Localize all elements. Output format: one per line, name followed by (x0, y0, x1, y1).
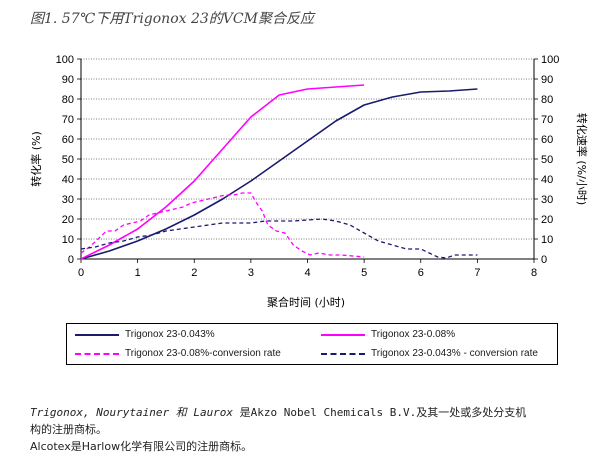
legend-swatch (75, 352, 119, 355)
y-tick-label: 40 (62, 174, 74, 186)
y-tick-label-right: 90 (541, 74, 553, 86)
x-tick-label: 8 (531, 267, 537, 279)
y-tick-label: 50 (62, 154, 74, 166)
y-tick-label-right: 30 (541, 194, 553, 206)
legend-swatch (321, 352, 365, 355)
series-line-3 (80, 218, 478, 259)
x-axis-label: 聚合时间 (小时) (267, 295, 345, 309)
legend-swatch (321, 333, 365, 336)
legend-label: Trigonox 23-0.043% (125, 329, 215, 340)
legend-item: Trigonox 23-0.043% (75, 329, 215, 340)
y-tick-label-right: 10 (541, 234, 553, 246)
footnotes: Trigonox, Nourytainer 和 Laurox 是Akzo Nob… (30, 404, 578, 455)
y-tick-label: 0 (68, 254, 74, 266)
grid (81, 58, 534, 240)
y-tick-label: 20 (62, 214, 74, 226)
y-tick-label: 10 (62, 234, 74, 246)
x-tick-label: 5 (361, 267, 367, 279)
y-tick-label-right: 70 (541, 114, 553, 126)
y-tick-label: 70 (62, 114, 74, 126)
series-line-2 (80, 192, 365, 258)
y-tick-label: 30 (62, 194, 74, 206)
y-tick-label-right: 20 (541, 214, 553, 226)
legend-label: Trigonox 23-0.08%-conversion rate (125, 348, 281, 359)
figure-title: 图1. 57℃下用Trigonox 23的VCM聚合反应 (30, 11, 314, 27)
legend-label: Trigonox 23-0.043% - conversion rate (371, 348, 538, 359)
x-tick-label: 3 (248, 267, 254, 279)
y-tick-label: 90 (62, 74, 74, 86)
axes (77, 58, 538, 263)
legend-item: Trigonox 23-0.08%-conversion rate (75, 348, 281, 359)
series-line-1 (80, 84, 365, 260)
y-tick-label-right: 40 (541, 174, 553, 186)
legend-item: Trigonox 23-0.08% (321, 329, 455, 340)
footnote-text: 构的注册商标。 (30, 423, 107, 436)
footnote-text: 是Akzo Nobel Chemicals B.V.及其一处或多处分支机 (233, 406, 527, 419)
footnote-line: Trigonox, Nourytainer 和 Laurox 是Akzo Nob… (30, 404, 578, 421)
footnote-text: Alcotex是Harlow化学有限公司的注册商标。 (30, 440, 253, 453)
x-tick-label: 2 (191, 267, 197, 279)
y-tick-label-right: 80 (541, 94, 553, 106)
footnote-line: Alcotex是Harlow化学有限公司的注册商标。 (30, 438, 578, 455)
y-tick-label: 80 (62, 94, 74, 106)
y-tick-label-right: 50 (541, 154, 553, 166)
x-tick-label: 6 (418, 267, 424, 279)
legend: Trigonox 23-0.043% Trigonox 23-0.08% Tri… (66, 323, 558, 365)
trademark-names: Trigonox, Nourytainer 和 Laurox (30, 406, 234, 419)
series-line-0 (80, 88, 478, 260)
y-axis-label-right: 转化速率 (%/小时) (575, 113, 589, 205)
legend-swatch (75, 333, 119, 336)
legend-item: Trigonox 23-0.043% - conversion rate (321, 348, 538, 359)
y-tick-label-right: 60 (541, 134, 553, 146)
x-tick-label: 7 (474, 267, 480, 279)
x-tick-label: 1 (135, 267, 141, 279)
x-tick-label: 4 (304, 267, 310, 279)
x-tick-label: 0 (78, 267, 84, 279)
series-group (80, 84, 478, 260)
y-tick-label-right: 0 (541, 254, 547, 266)
legend-label: Trigonox 23-0.08% (371, 329, 456, 340)
y-axis-label-left: 转化率 (%) (29, 131, 43, 187)
y-tick-label: 60 (62, 134, 74, 146)
footnote-line: 构的注册商标。 (30, 421, 578, 438)
y-tick-label: 100 (56, 54, 74, 66)
y-tick-label-right: 100 (541, 54, 559, 66)
